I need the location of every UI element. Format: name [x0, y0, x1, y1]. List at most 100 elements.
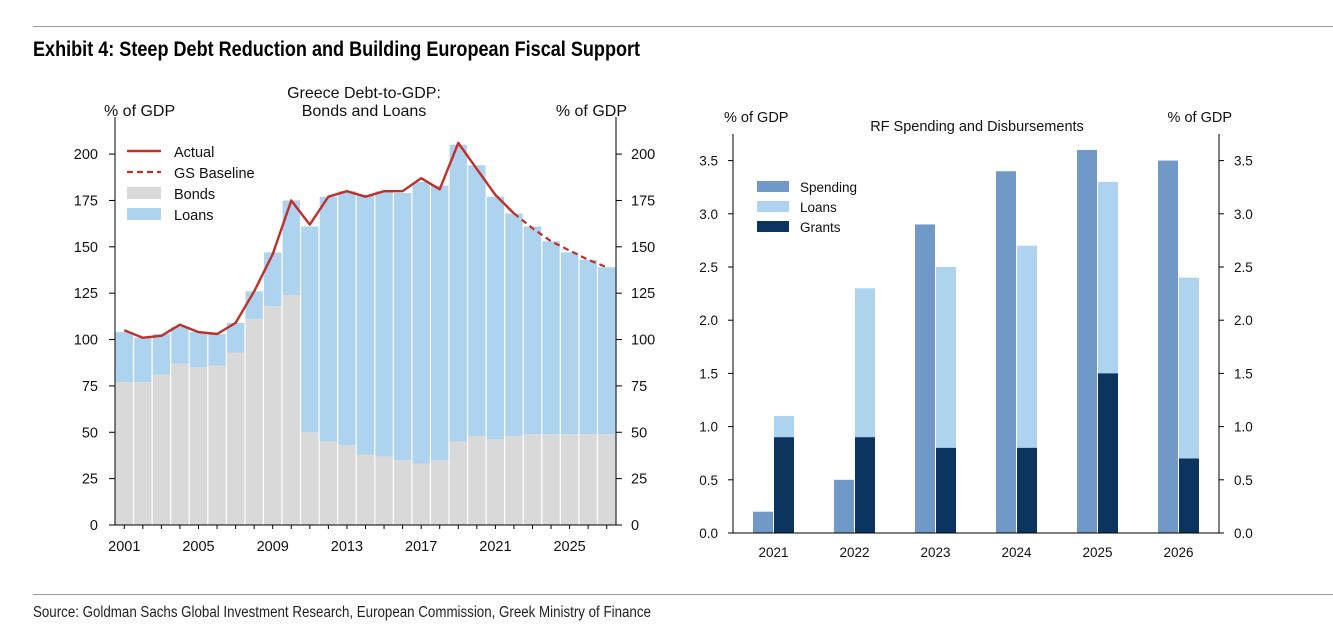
y-tick-label-right: 0.0: [1234, 526, 1253, 541]
exhibit-title: Exhibit 4: Steep Debt Reduction and Buil…: [33, 38, 641, 61]
bond-bar: [245, 319, 263, 525]
y-axis-label-right: % of GDP: [1168, 110, 1232, 126]
y-tick-label-left: 0: [90, 518, 98, 534]
gs-baseline-line: [513, 212, 608, 269]
y-tick-label-left: 125: [74, 286, 98, 302]
loan-bar: [393, 193, 412, 461]
top-rule: [33, 26, 1333, 27]
bond-bar: [134, 382, 152, 525]
spending-bar: [1158, 160, 1178, 533]
loan-bar: [245, 291, 263, 320]
y-tick-label-left: 2.0: [699, 313, 718, 328]
legend-swatch: [757, 181, 789, 192]
loan-bar: [431, 185, 449, 461]
x-tick-label: 2022: [839, 545, 869, 560]
loan-bar: [356, 194, 375, 455]
loan-bar: [171, 326, 189, 364]
y-tick-label-left: 0.0: [699, 526, 718, 541]
bond-bar: [301, 432, 319, 525]
x-tick-label: 2025: [1082, 545, 1112, 560]
y-tick-label-left: 2.5: [699, 260, 718, 275]
chart-title: RF Spending and Disbursements: [870, 119, 1084, 135]
x-tick-label: 2026: [1163, 545, 1193, 560]
loan-bar: [560, 252, 579, 435]
x-tick-label: 2021: [758, 545, 788, 560]
loan-bar: [282, 200, 300, 296]
loan-bar: [523, 226, 542, 435]
spending-bar: [1077, 149, 1097, 533]
loan-bar: [598, 267, 616, 435]
y-tick-label-right: 1.0: [1234, 420, 1253, 435]
legend-loans-swatch: [127, 208, 161, 220]
bottom-rule: [33, 594, 1333, 595]
x-tick-label: 2005: [182, 539, 214, 555]
y-tick-label-left: 0.5: [699, 473, 718, 488]
bond-bar: [152, 374, 171, 525]
loan-bar: [152, 333, 171, 375]
x-tick-label: 2023: [920, 545, 950, 560]
legend-label: Loans: [800, 200, 837, 215]
spending-bar: [753, 511, 773, 533]
y-tick-label-left: 1.0: [699, 420, 718, 435]
y-tick-label-left: 50: [82, 425, 98, 441]
y-axis-label-right: % of GDP: [556, 103, 627, 120]
grants-bar: [1179, 458, 1199, 533]
bond-bar: [319, 441, 338, 525]
y-tick-label-left: 3.0: [699, 207, 718, 222]
bond-bar: [505, 435, 523, 525]
actual-line: [123, 141, 515, 339]
bond-bar: [431, 460, 449, 525]
legend-label: Spending: [800, 180, 857, 195]
y-tick-label-right: 2.0: [1234, 313, 1253, 328]
legend-label: GS Baseline: [174, 166, 255, 182]
y-tick-label-right: 100: [631, 333, 655, 349]
x-tick-label: 2009: [257, 539, 289, 555]
y-tick-label-right: 150: [631, 240, 655, 256]
bond-bar: [282, 295, 300, 525]
bond-bar: [171, 363, 189, 525]
y-tick-label-right: 25: [631, 472, 647, 488]
bond-bar: [412, 463, 430, 525]
y-tick-label-left: 150: [74, 240, 98, 256]
legend-label: Bonds: [174, 187, 215, 203]
legend-swatch: [757, 221, 789, 232]
loan-bar: [319, 196, 338, 442]
bond-bar: [264, 306, 282, 525]
legend-swatch: [757, 201, 789, 212]
y-tick-label-right: 175: [631, 193, 655, 209]
y-tick-label-left: 3.5: [699, 154, 718, 169]
bond-bar: [226, 352, 245, 525]
grants-bar: [936, 447, 956, 533]
bond-bar: [189, 367, 208, 525]
x-tick-label: 2025: [553, 539, 585, 555]
spending-bar: [834, 479, 854, 533]
loan-bar: [449, 144, 467, 442]
source-note: Source: Goldman Sachs Global Investment …: [33, 604, 651, 621]
loan-bar: [412, 181, 430, 464]
loan-bar: [264, 252, 282, 307]
bond-bar: [115, 382, 133, 525]
spending-bar: [996, 171, 1016, 534]
bond-bar: [375, 456, 393, 525]
grants-bar: [774, 437, 794, 533]
loan-bar: [226, 322, 245, 353]
bond-bar: [356, 454, 375, 525]
y-tick-label-left: 175: [74, 193, 98, 209]
y-axis-label-left: % of GDP: [104, 103, 175, 120]
bond-bar: [542, 434, 560, 525]
legend-bonds-swatch: [127, 187, 161, 199]
loan-bar: [301, 226, 319, 433]
bond-bar: [338, 445, 356, 525]
loan-bar: [486, 196, 505, 440]
y-tick-label-right: 3.0: [1234, 207, 1253, 222]
bond-bar: [208, 365, 226, 525]
y-tick-label-right: 3.5: [1234, 154, 1253, 169]
x-tick-label: 2024: [1001, 545, 1032, 560]
grants-bar: [855, 437, 875, 533]
legend-label: Actual: [174, 145, 214, 161]
y-tick-label-right: 2.5: [1234, 260, 1253, 275]
bond-bar: [598, 434, 616, 525]
x-tick-label: 2001: [108, 539, 140, 555]
spending-bar: [915, 224, 935, 533]
grants-bar: [1098, 373, 1118, 533]
